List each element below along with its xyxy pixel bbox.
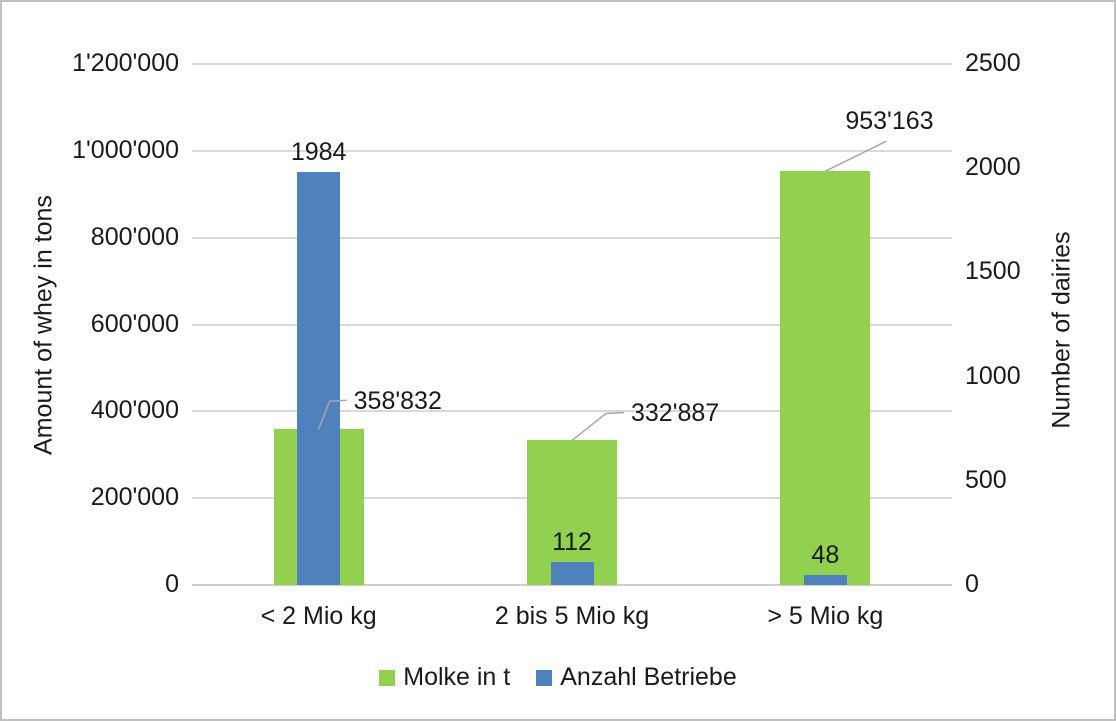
gridline (192, 410, 952, 413)
left-axis-tick-label: 800'000 (90, 222, 179, 251)
category-label: < 2 Mio kg (260, 602, 377, 630)
gridline (192, 63, 952, 65)
right-axis-tick-label: 2000 (965, 153, 1021, 182)
right-axis-tick-label: 0 (965, 570, 979, 598)
right-axis-tick-label: 500 (965, 465, 1007, 494)
gridline (192, 149, 952, 152)
value-label-betriebe: 48 (811, 540, 840, 569)
callout-leader-line (825, 140, 887, 172)
bar-betriebe (803, 574, 847, 585)
bar-molke (527, 440, 617, 585)
legend-item: Molke in t (379, 664, 510, 691)
left-axis-tick-label: 1'200'000 (72, 49, 179, 77)
bar-betriebe (297, 171, 341, 585)
category-label: > 5 Mio kg (767, 602, 884, 630)
legend-item: Anzahl Betriebe (536, 664, 737, 691)
right-axis-tick-label: 1500 (965, 257, 1021, 286)
bar-molke (780, 171, 871, 585)
gridline (192, 236, 952, 239)
value-label-betriebe: 1984 (290, 137, 347, 166)
left-axis-tick-label: 1'000'000 (72, 135, 179, 164)
left-axis-tick-label: 400'000 (90, 396, 179, 425)
legend-label: Molke in t (403, 663, 511, 691)
value-label-molke-callout: 358'832 (353, 387, 442, 416)
x-axis-line (192, 584, 952, 586)
callout-leader-line (571, 411, 625, 442)
gridline (192, 323, 952, 326)
legend-label: Anzahl Betriebe (560, 663, 737, 691)
value-label-molke-callout: 332'887 (631, 399, 720, 428)
legend-swatch-icon (536, 669, 553, 686)
category-label: 2 bis 5 Mio kg (494, 602, 650, 630)
right-axis-title: Number of dairies (1047, 231, 1076, 429)
left-axis-tick-label: 0 (165, 570, 179, 598)
left-axis-tick-label: 600'000 (90, 309, 179, 338)
legend-swatch-icon (379, 669, 396, 686)
right-axis-tick-label: 2500 (965, 49, 1021, 77)
value-label-molke-callout: 953'163 (845, 107, 934, 136)
chart-legend: Molke in t Anzahl Betriebe (2, 664, 1114, 691)
right-axis-tick-label: 1000 (965, 361, 1021, 390)
value-label-betriebe: 112 (552, 527, 592, 556)
bar-betriebe (550, 561, 594, 585)
left-axis-tick-label: 200'000 (90, 483, 179, 512)
